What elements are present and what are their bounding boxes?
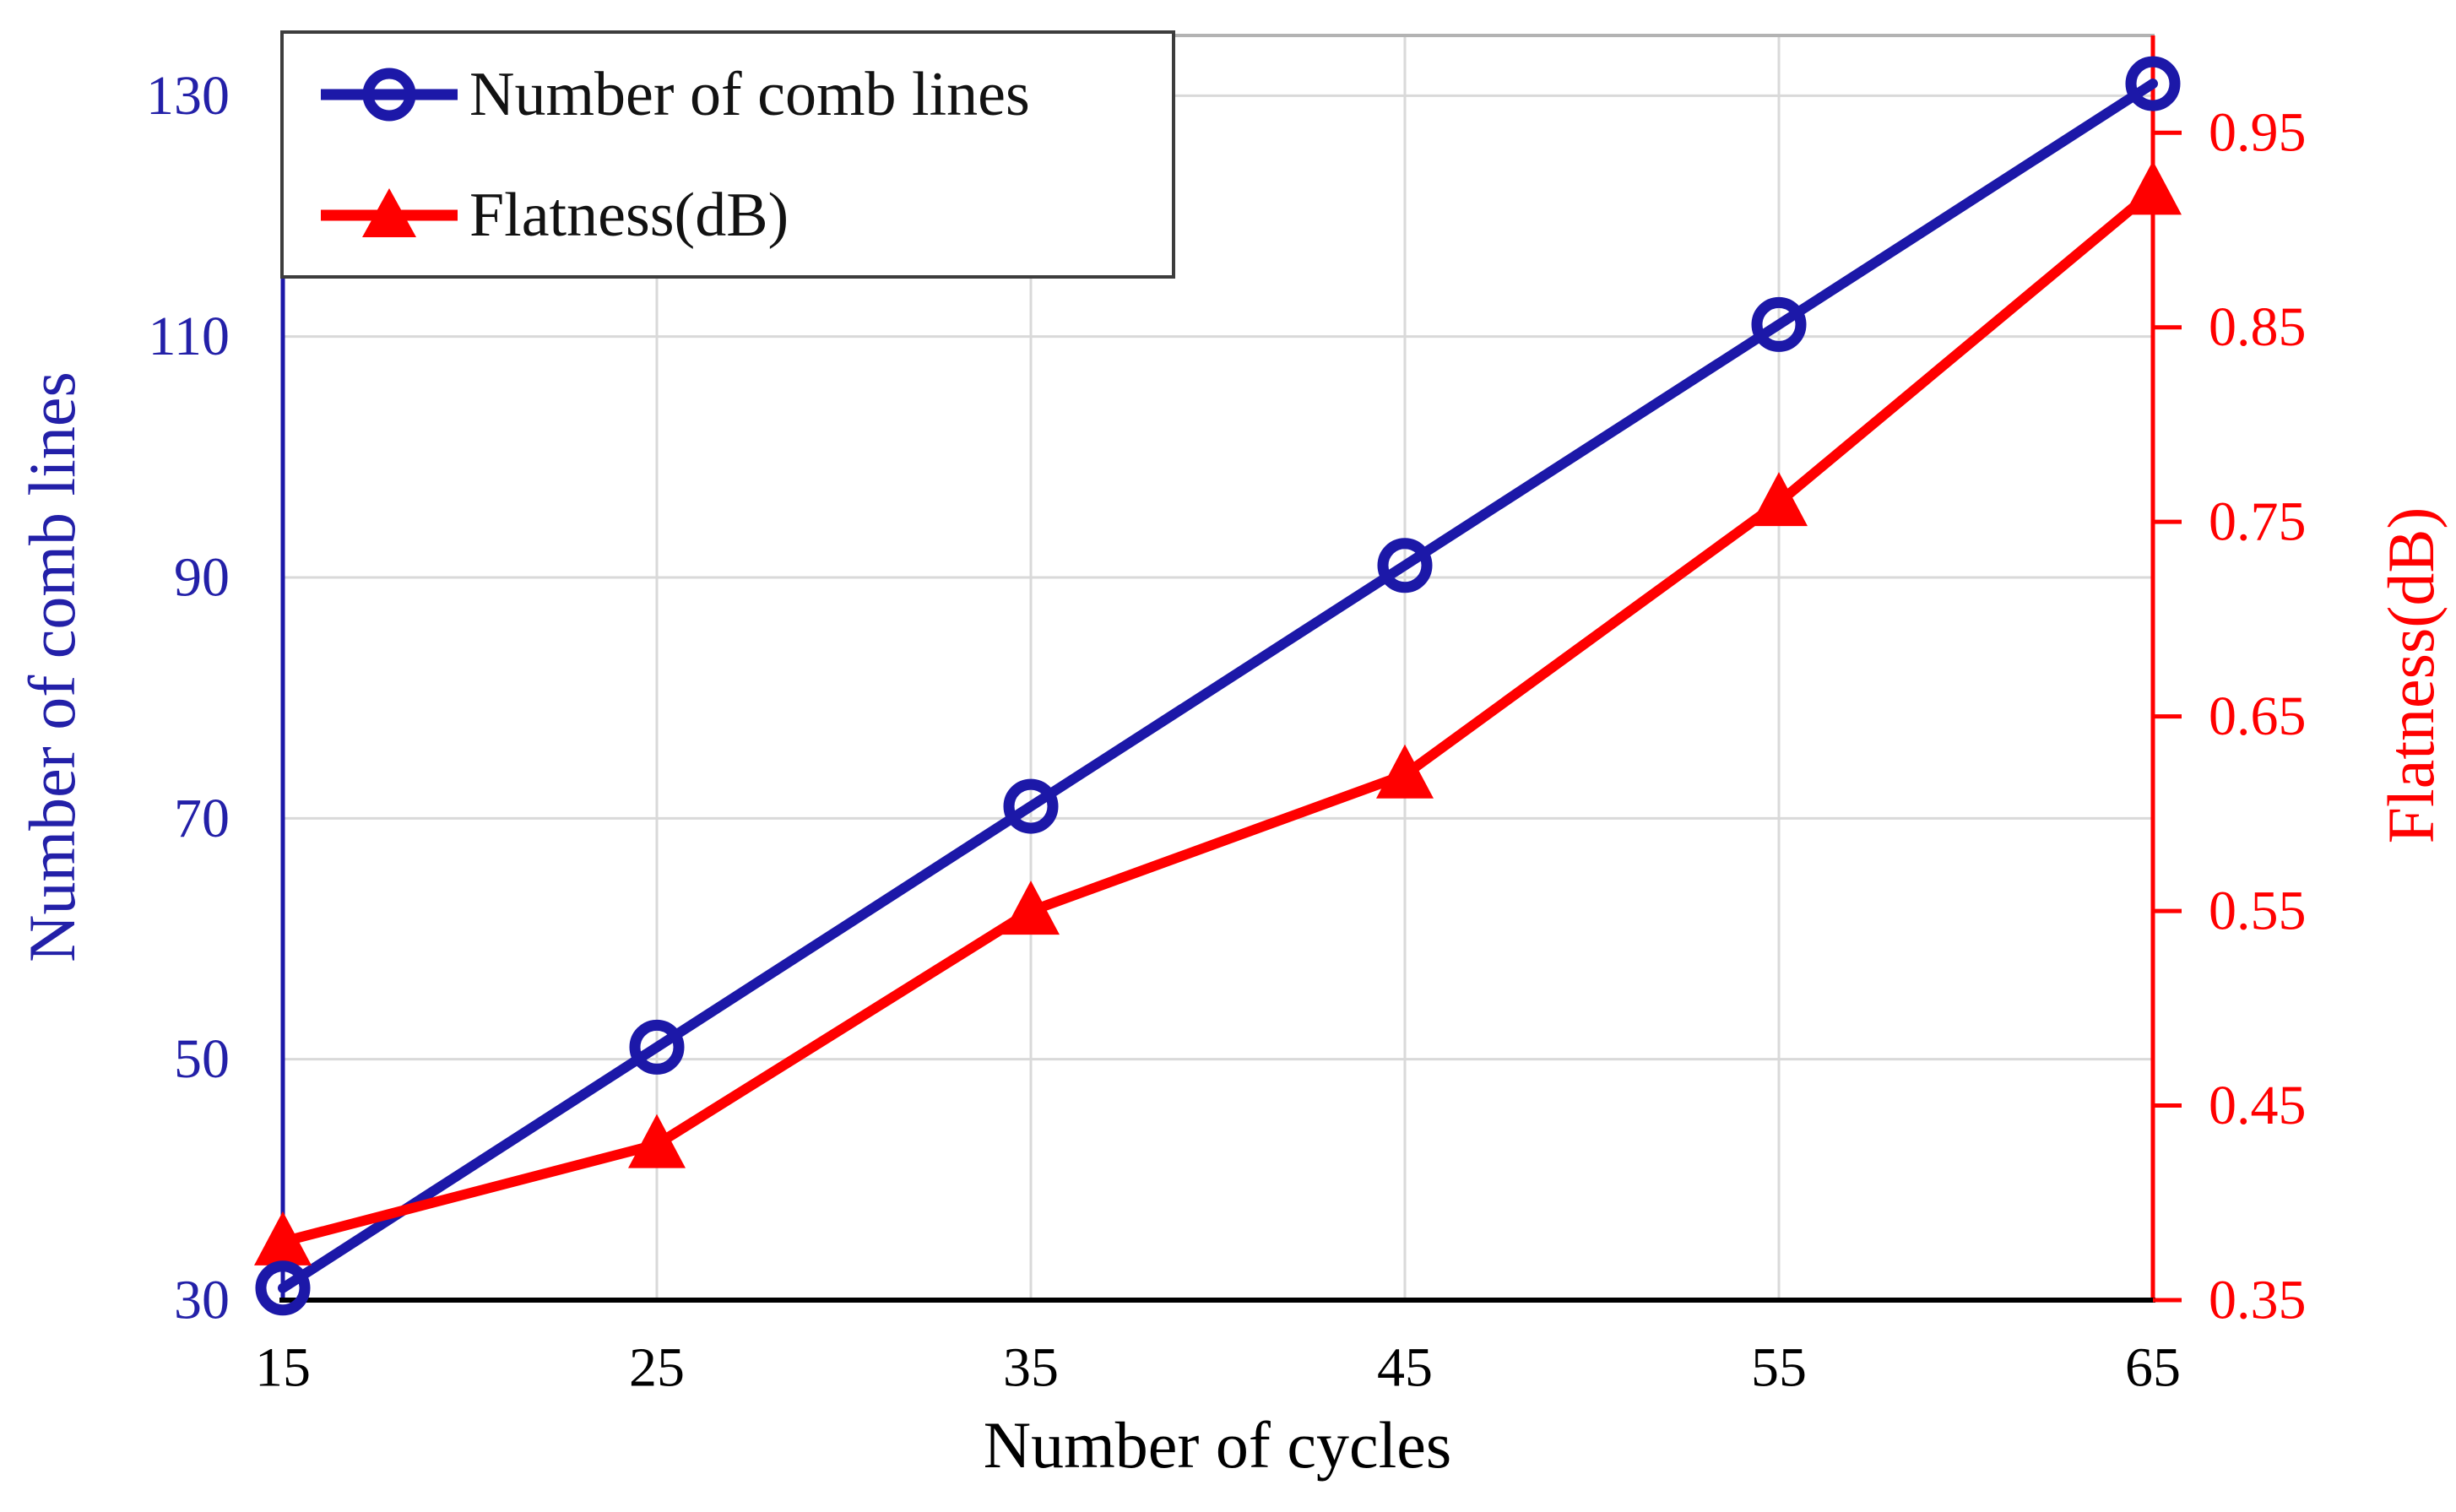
right-tick-label: 0.95	[2209, 102, 2307, 164]
flatness-marker-triangle	[1750, 472, 1808, 527]
flatness-marker-triangle	[254, 1211, 312, 1265]
legend-label-comb-lines: Number of comb lines	[469, 59, 1030, 129]
legend-circle-marker-icon	[362, 68, 416, 121]
legend-item-comb-lines: Number of comb lines	[284, 34, 1172, 154]
flatness-marker-triangle	[1002, 881, 1060, 935]
right-tick-label: 0.35	[2209, 1270, 2307, 1331]
x-tick-label: 45	[1377, 1337, 1433, 1399]
x-tick-label: 55	[1751, 1337, 1807, 1399]
left-axis-title: Number of comb lines	[15, 371, 89, 962]
right-tick-label: 0.65	[2209, 686, 2307, 747]
legend-triangle-marker-icon	[362, 187, 416, 237]
comb-lines-marker-circle	[2125, 56, 2181, 111]
comb-lines-marker-circle	[1377, 538, 1433, 593]
x-tick-label: 35	[1003, 1337, 1059, 1399]
x-tick-label: 65	[2125, 1337, 2181, 1399]
comb-lines-marker-circle	[1751, 296, 1807, 352]
legend: Number of comb lines Flatness(dB)	[280, 30, 1175, 279]
left-tick-label: 130	[146, 65, 230, 127]
comb-lines-series-line	[278, 79, 2158, 1293]
right-axis-title: Flatness(dB)	[2374, 507, 2448, 844]
x-tick-label: 15	[255, 1337, 311, 1399]
right-tick-label: 0.55	[2209, 881, 2307, 942]
x-tick-label: 25	[629, 1337, 685, 1399]
flatness-marker-triangle	[1376, 744, 1434, 799]
left-tick-label: 90	[174, 547, 230, 609]
flatness-marker-triangle	[628, 1114, 686, 1168]
legend-sample-flatness	[321, 187, 458, 237]
legend-label-flatness: Flatness(dB)	[469, 180, 789, 250]
left-tick-label: 70	[174, 788, 230, 849]
left-tick-label: 50	[174, 1028, 230, 1090]
comb-lines-marker-circle	[629, 1019, 685, 1075]
flatness-series-line	[278, 186, 2158, 1247]
legend-item-flatness: Flatness(dB)	[284, 154, 1172, 275]
comb-lines-marker-circle	[1003, 778, 1059, 834]
right-tick-label: 0.75	[2209, 491, 2307, 553]
left-tick-label: 110	[148, 306, 230, 367]
legend-sample-comb-lines	[321, 68, 458, 121]
flatness-marker-triangle	[2124, 160, 2182, 215]
comb-lines-marker-circle	[255, 1260, 311, 1316]
right-tick-label: 0.45	[2209, 1075, 2307, 1136]
left-tick-label: 30	[174, 1270, 230, 1331]
right-tick-label: 0.85	[2209, 296, 2307, 358]
x-axis-title: Number of cycles	[983, 1408, 1452, 1482]
